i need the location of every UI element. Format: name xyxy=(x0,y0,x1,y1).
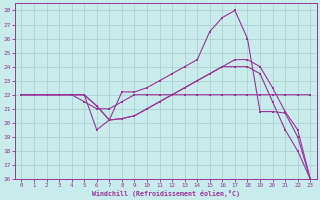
X-axis label: Windchill (Refroidissement éolien,°C): Windchill (Refroidissement éolien,°C) xyxy=(92,190,240,197)
